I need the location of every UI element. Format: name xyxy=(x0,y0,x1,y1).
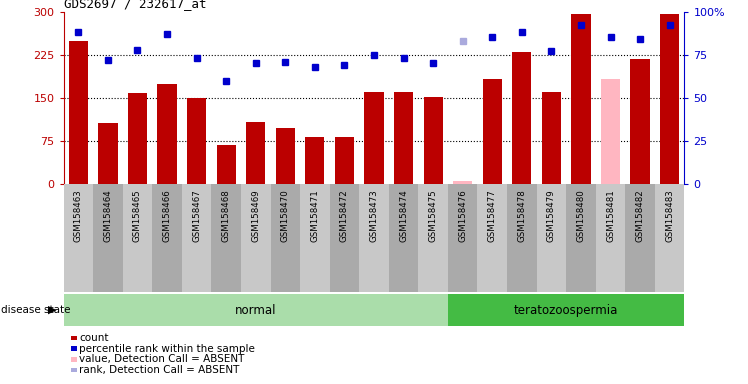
Bar xyxy=(157,84,177,184)
Bar xyxy=(187,98,206,184)
Bar xyxy=(453,182,472,184)
Bar xyxy=(423,97,443,184)
Text: disease state: disease state xyxy=(1,305,70,315)
Bar xyxy=(601,79,620,184)
Bar xyxy=(448,184,477,292)
Bar xyxy=(477,184,507,292)
Text: GSM158477: GSM158477 xyxy=(488,190,497,242)
Bar xyxy=(64,294,448,326)
Text: GSM158467: GSM158467 xyxy=(192,190,201,242)
Bar xyxy=(212,184,241,292)
Text: GSM158474: GSM158474 xyxy=(399,190,408,242)
Bar xyxy=(335,137,354,184)
Text: rank, Detection Call = ABSENT: rank, Detection Call = ABSENT xyxy=(79,365,239,375)
Text: GSM158483: GSM158483 xyxy=(665,190,674,242)
Bar xyxy=(271,184,300,292)
Bar xyxy=(507,184,536,292)
Text: GDS2697 / 232617_at: GDS2697 / 232617_at xyxy=(64,0,206,10)
Bar xyxy=(64,184,94,292)
Text: count: count xyxy=(79,333,108,343)
Bar xyxy=(389,184,418,292)
Text: GSM158469: GSM158469 xyxy=(251,190,260,242)
Bar xyxy=(153,184,182,292)
Bar xyxy=(241,184,271,292)
Text: GSM158475: GSM158475 xyxy=(429,190,438,242)
Bar xyxy=(69,41,88,184)
Text: percentile rank within the sample: percentile rank within the sample xyxy=(79,344,255,354)
Text: GSM158476: GSM158476 xyxy=(459,190,468,242)
Bar xyxy=(394,92,413,184)
Text: GSM158478: GSM158478 xyxy=(518,190,527,242)
Text: GSM158482: GSM158482 xyxy=(636,190,645,242)
Text: normal: normal xyxy=(235,304,277,316)
Bar xyxy=(94,184,123,292)
Bar xyxy=(512,52,531,184)
Bar xyxy=(566,184,595,292)
Bar xyxy=(595,184,625,292)
Bar xyxy=(448,294,684,326)
Text: GSM158472: GSM158472 xyxy=(340,190,349,242)
Bar xyxy=(217,145,236,184)
Text: ▶: ▶ xyxy=(48,305,56,315)
Bar xyxy=(631,59,650,184)
Text: GSM158479: GSM158479 xyxy=(547,190,556,242)
Bar xyxy=(660,14,679,184)
Text: GSM158470: GSM158470 xyxy=(280,190,289,242)
Text: GSM158480: GSM158480 xyxy=(577,190,586,242)
Text: GSM158481: GSM158481 xyxy=(606,190,615,242)
Bar xyxy=(182,184,212,292)
Bar xyxy=(482,79,502,184)
Bar xyxy=(276,128,295,184)
Text: GSM158465: GSM158465 xyxy=(133,190,142,242)
Bar xyxy=(654,184,684,292)
Bar xyxy=(300,184,330,292)
Bar xyxy=(536,184,566,292)
Bar xyxy=(123,184,153,292)
Text: GSM158463: GSM158463 xyxy=(74,190,83,242)
Bar xyxy=(305,137,325,184)
Bar xyxy=(418,184,448,292)
Bar xyxy=(98,123,117,184)
Bar xyxy=(542,92,561,184)
Text: teratozoospermia: teratozoospermia xyxy=(514,304,619,316)
Bar xyxy=(571,14,591,184)
Text: GSM158473: GSM158473 xyxy=(370,190,378,242)
Bar xyxy=(246,122,266,184)
Bar xyxy=(128,93,147,184)
Text: GSM158471: GSM158471 xyxy=(310,190,319,242)
Bar xyxy=(364,92,384,184)
Text: GSM158466: GSM158466 xyxy=(162,190,171,242)
Text: GSM158468: GSM158468 xyxy=(221,190,230,242)
Bar xyxy=(359,184,389,292)
Text: value, Detection Call = ABSENT: value, Detection Call = ABSENT xyxy=(79,354,245,364)
Text: GSM158464: GSM158464 xyxy=(103,190,112,242)
Bar xyxy=(330,184,359,292)
Bar xyxy=(625,184,654,292)
